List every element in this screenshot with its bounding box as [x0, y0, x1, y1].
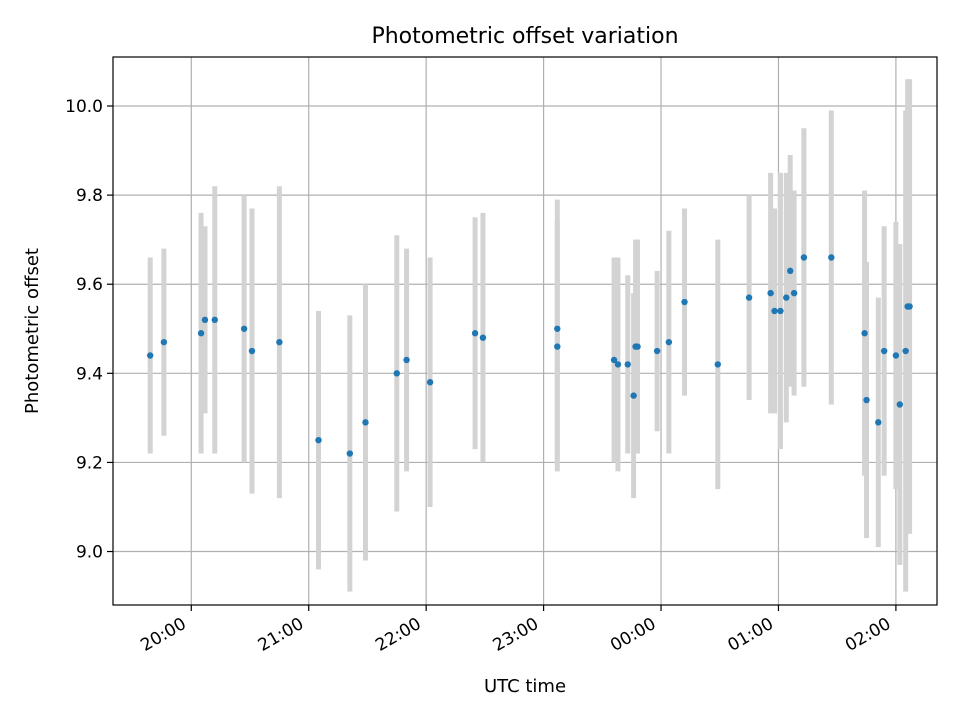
data-point	[681, 298, 688, 306]
data-point	[787, 267, 794, 275]
plot-area-frame	[112, 56, 938, 606]
data-point	[800, 254, 808, 261]
data-point	[201, 316, 209, 324]
data-point	[665, 338, 673, 346]
data-point	[614, 361, 622, 368]
data-point	[610, 356, 618, 364]
data-point	[197, 330, 205, 337]
x-axis-label: UTC time	[484, 676, 566, 697]
data-point	[393, 370, 401, 377]
data-point	[714, 361, 721, 368]
y-tick-label: 9.0	[76, 543, 103, 563]
data-point	[767, 289, 774, 297]
data-point	[653, 347, 661, 355]
data-point	[906, 303, 913, 310]
data-point	[471, 330, 479, 337]
y-axis-ticks: 9.0 9.2 9.4 9.6 9.8 10.0	[65, 97, 113, 563]
data-point	[248, 347, 256, 355]
error-bars	[147, 79, 913, 592]
data-point	[624, 361, 631, 368]
data-point	[745, 294, 753, 301]
x-tick-label: 02:00	[842, 614, 894, 656]
x-tick-label: 23:00	[490, 614, 542, 656]
x-tick-label: 21:00	[255, 614, 307, 656]
data-point	[160, 338, 168, 346]
grid-lines	[113, 57, 937, 605]
data-point	[777, 307, 784, 315]
data-point	[315, 436, 322, 444]
y-tick-label: 10.0	[65, 97, 103, 117]
chart-title: Photometric offset variation	[371, 24, 678, 49]
data-point	[146, 352, 154, 359]
data-point	[276, 338, 283, 346]
data-point	[479, 334, 487, 341]
data-point	[790, 289, 798, 297]
x-axis-ticks: 20:00 21:00 22:00 23:00 00:00 01:00 02:00	[137, 605, 897, 656]
x-tick-label: 00:00	[607, 614, 659, 656]
data-point	[875, 419, 882, 426]
data-points	[146, 254, 913, 457]
data-point	[426, 379, 434, 386]
y-tick-label: 9.8	[76, 186, 103, 206]
data-point	[892, 352, 900, 359]
x-tick-label: 01:00	[725, 614, 777, 656]
data-point	[863, 396, 870, 404]
data-point	[861, 330, 868, 337]
data-point	[902, 347, 909, 355]
data-point	[211, 316, 218, 324]
data-point	[880, 347, 888, 355]
data-point	[771, 307, 778, 315]
data-point	[240, 325, 248, 332]
data-point	[828, 254, 835, 261]
data-point	[554, 343, 561, 350]
y-axis-label: Photometric offset	[22, 248, 43, 414]
data-point	[403, 356, 410, 364]
data-point	[896, 401, 904, 408]
y-tick-label: 9.6	[76, 275, 103, 295]
y-tick-label: 9.2	[76, 453, 103, 473]
data-point	[783, 294, 790, 301]
data-point	[634, 343, 641, 350]
data-point	[554, 325, 561, 332]
y-tick-label: 9.4	[76, 364, 103, 384]
data-point	[362, 419, 369, 426]
x-tick-label: 22:00	[372, 614, 424, 656]
x-tick-label: 20:00	[137, 614, 189, 656]
data-point	[630, 392, 637, 399]
data-point	[346, 450, 354, 457]
